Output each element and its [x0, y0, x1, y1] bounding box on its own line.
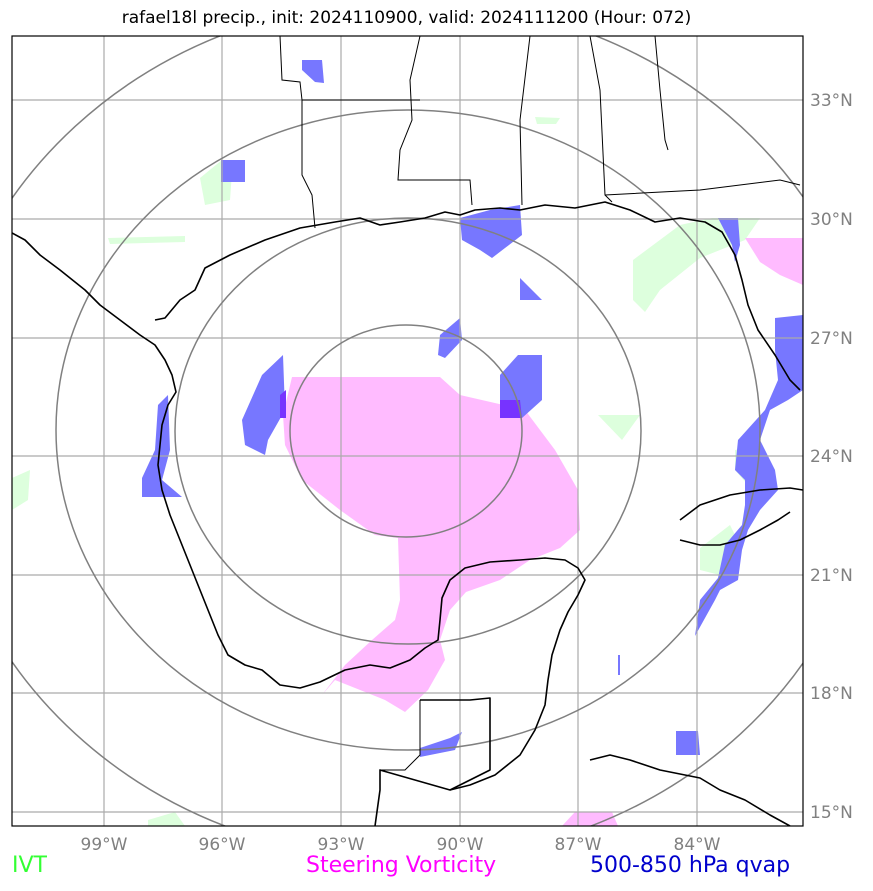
lon-tick-labels: 99°W 96°W 93°W 90°W 87°W 84°W: [81, 835, 721, 855]
lon-tick-84w: 84°W: [674, 835, 721, 855]
legend-qvap: 500-850 hPa qvap: [590, 853, 791, 878]
vorticity-qvap-overlap-west: [280, 390, 286, 418]
map-frame: [11, 35, 804, 827]
range-rings: [12, 36, 803, 826]
lat-tick-27n: 27°N: [810, 329, 853, 349]
lat-tick-30n: 30°N: [810, 210, 853, 230]
map-title: rafael18l precip., init: 2024110900, val…: [121, 8, 692, 28]
lat-tick-18n: 18°N: [810, 684, 853, 704]
lon-tick-93w: 93°W: [318, 835, 365, 855]
vorticity-qvap-overlap: [500, 400, 522, 418]
lat-tick-24n: 24°N: [810, 447, 853, 467]
lat-tick-labels: 33°N 30°N 27°N 24°N 21°N 18°N 15°N: [810, 91, 853, 823]
lat-tick-33n: 33°N: [810, 91, 853, 111]
legend-ivt: IVT: [12, 853, 47, 878]
lat-tick-15n: 15°N: [810, 803, 853, 823]
lon-tick-87w: 87°W: [555, 835, 602, 855]
lon-tick-99w: 99°W: [81, 835, 128, 855]
political-borders: [279, 36, 801, 771]
lat-tick-21n: 21°N: [810, 566, 853, 586]
lon-tick-90w: 90°W: [437, 835, 484, 855]
legend-steering-vorticity: Steering Vorticity: [306, 853, 497, 878]
lon-tick-96w: 96°W: [199, 835, 246, 855]
coastlines: [12, 201, 803, 826]
vorticity-shading: [283, 238, 803, 826]
